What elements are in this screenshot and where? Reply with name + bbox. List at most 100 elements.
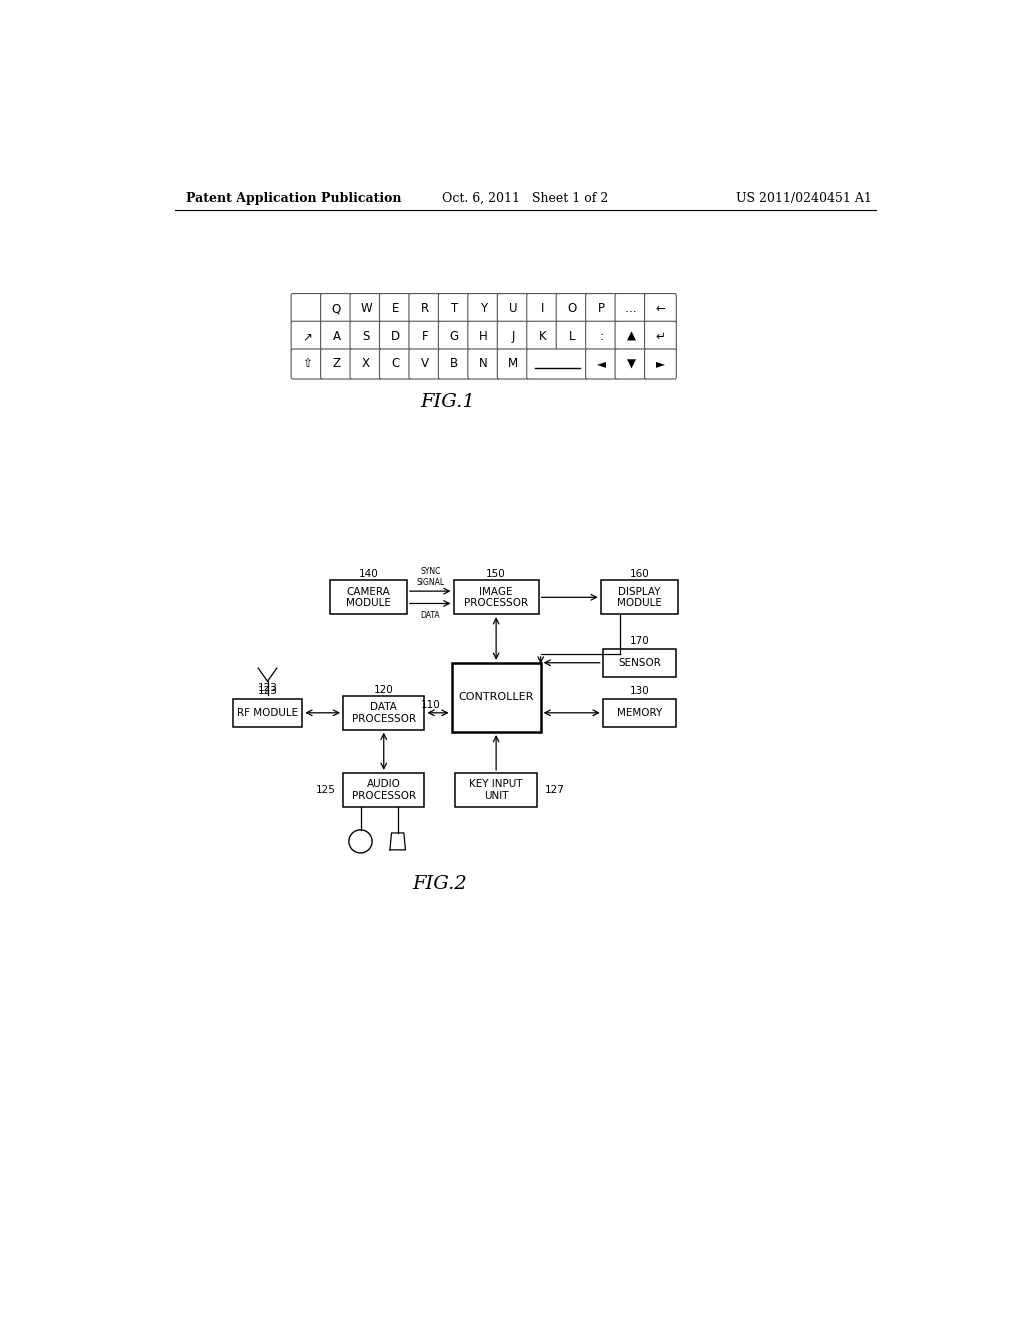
FancyBboxPatch shape [468,293,500,323]
Text: :: : [599,330,603,343]
Text: ⇧: ⇧ [302,358,312,371]
FancyBboxPatch shape [526,321,558,351]
Text: J: J [511,330,515,343]
Text: DISPLAY
MODULE: DISPLAY MODULE [617,586,662,609]
FancyBboxPatch shape [556,321,588,351]
Text: 127: 127 [545,785,564,795]
Bar [456,774,537,807]
Bar [232,700,302,726]
Text: SYNC
SIGNAL: SYNC SIGNAL [416,568,444,586]
FancyBboxPatch shape [321,321,352,351]
Text: 170: 170 [630,636,649,647]
Text: N: N [479,358,488,371]
Text: U: U [509,302,517,315]
FancyBboxPatch shape [321,293,352,323]
Text: I: I [541,302,545,315]
Text: MEMORY: MEMORY [616,708,663,718]
Text: G: G [450,330,459,343]
FancyBboxPatch shape [615,348,647,379]
Bar [603,700,676,726]
Text: O: O [567,302,577,315]
FancyBboxPatch shape [409,293,440,323]
FancyBboxPatch shape [526,293,558,323]
FancyBboxPatch shape [291,321,323,351]
FancyBboxPatch shape [291,348,323,379]
FancyBboxPatch shape [586,293,617,323]
FancyBboxPatch shape [291,293,323,323]
Text: …: … [625,302,637,315]
Text: SENSOR: SENSOR [618,657,660,668]
FancyBboxPatch shape [350,321,382,351]
FancyBboxPatch shape [586,321,617,351]
FancyBboxPatch shape [615,293,647,323]
FancyBboxPatch shape [498,293,529,323]
Text: ↗: ↗ [302,330,312,343]
Bar [601,581,678,614]
FancyBboxPatch shape [380,293,412,323]
Text: 120: 120 [374,685,393,694]
Text: K: K [539,330,547,343]
Text: ▼: ▼ [627,358,636,371]
FancyBboxPatch shape [409,348,440,379]
Text: DATA: DATA [421,611,440,620]
Text: 130: 130 [630,686,649,696]
Text: CONTROLLER: CONTROLLER [459,693,534,702]
FancyBboxPatch shape [321,348,352,379]
Text: B: B [451,358,459,371]
FancyBboxPatch shape [644,293,676,323]
Text: ↵: ↵ [655,330,666,343]
FancyBboxPatch shape [409,321,440,351]
Bar [343,696,424,730]
Text: P: P [598,302,605,315]
Bar [343,774,424,807]
Text: 123: 123 [258,684,278,693]
FancyBboxPatch shape [468,321,500,351]
Text: A: A [333,330,340,343]
Bar [330,581,407,614]
FancyBboxPatch shape [350,293,382,323]
FancyBboxPatch shape [498,348,529,379]
Text: M: M [508,358,518,371]
Text: KEY INPUT
UNIT: KEY INPUT UNIT [469,779,523,801]
Text: ►: ► [656,358,665,371]
FancyBboxPatch shape [644,348,676,379]
FancyBboxPatch shape [586,348,617,379]
FancyBboxPatch shape [438,293,470,323]
Bar [603,649,676,677]
FancyBboxPatch shape [438,348,470,379]
Text: W: W [360,302,372,315]
FancyBboxPatch shape [380,321,412,351]
FancyBboxPatch shape [556,293,588,323]
Text: ◄: ◄ [597,358,606,371]
Text: Q: Q [332,302,341,315]
Text: FIG.2: FIG.2 [413,875,467,892]
FancyBboxPatch shape [468,348,500,379]
Text: 150: 150 [486,569,506,579]
Text: H: H [479,330,488,343]
Text: 160: 160 [630,569,649,579]
Text: 110: 110 [421,700,440,710]
Text: C: C [391,358,399,371]
Text: Z: Z [333,358,340,371]
Bar [452,663,541,733]
Text: FIG.1: FIG.1 [420,393,475,411]
Text: US 2011/0240451 A1: US 2011/0240451 A1 [736,191,872,205]
Text: S: S [362,330,370,343]
FancyBboxPatch shape [380,348,412,379]
Text: ▲: ▲ [627,330,636,343]
Text: Y: Y [480,302,487,315]
Text: E: E [392,302,399,315]
FancyBboxPatch shape [526,348,588,379]
Text: D: D [391,330,400,343]
Text: L: L [568,330,575,343]
Text: 140: 140 [358,569,378,579]
Text: X: X [361,358,370,371]
FancyBboxPatch shape [498,321,529,351]
Text: Patent Application Publication: Patent Application Publication [186,191,401,205]
Text: Oct. 6, 2011   Sheet 1 of 2: Oct. 6, 2011 Sheet 1 of 2 [441,191,608,205]
FancyBboxPatch shape [615,321,647,351]
Text: ←: ← [655,302,666,315]
Text: 123: 123 [258,686,278,696]
Text: IMAGE
PROCESSOR: IMAGE PROCESSOR [464,586,528,609]
FancyBboxPatch shape [644,321,676,351]
